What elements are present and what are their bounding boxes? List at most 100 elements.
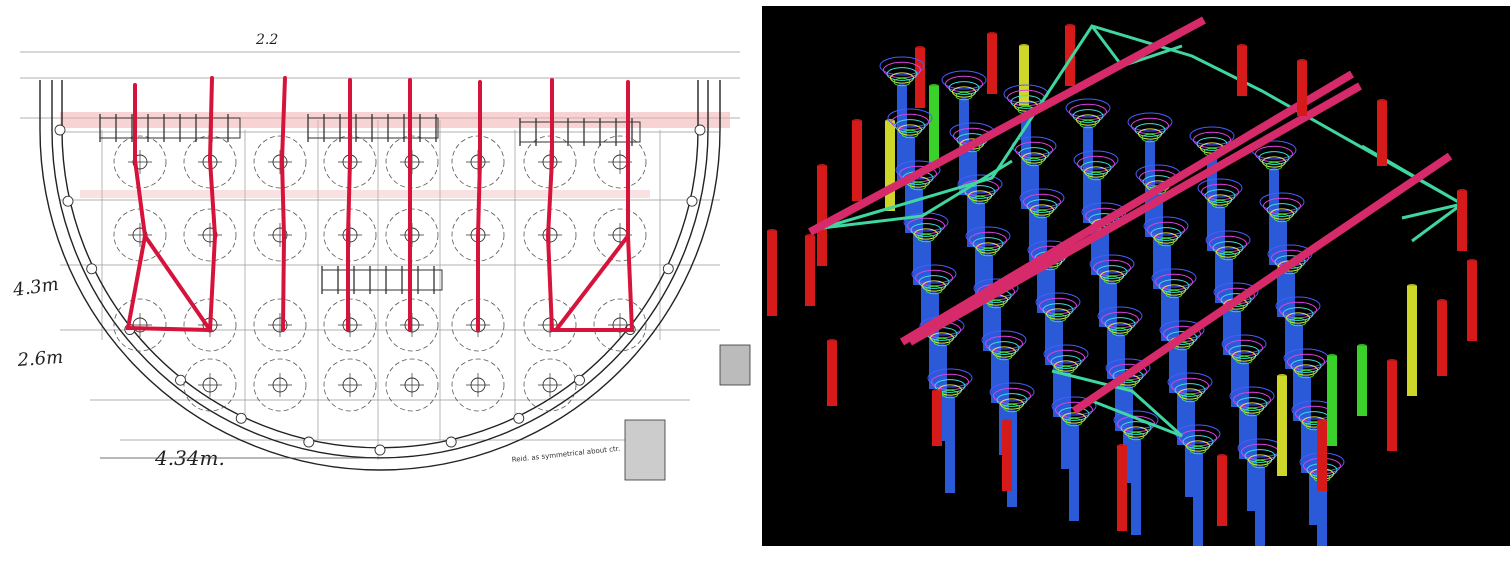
strut-line	[207, 76, 218, 332]
hopper-ring	[987, 299, 1005, 309]
hopper-ring	[1003, 403, 1021, 413]
column	[1297, 61, 1307, 116]
hopper-ring	[915, 269, 953, 287]
footing-circle	[253, 135, 307, 189]
hopper	[1019, 188, 1065, 219]
footing-circle	[593, 135, 647, 189]
column-cap	[1467, 259, 1477, 263]
footing-circle	[385, 358, 439, 412]
column-cap	[1377, 99, 1387, 103]
footing-circle	[183, 358, 237, 412]
hopper-ring	[911, 264, 957, 284]
side-detail-a	[719, 344, 751, 386]
column	[1117, 446, 1127, 531]
hopper-ring	[964, 185, 996, 199]
main-beam	[908, 82, 1362, 346]
hopper-ring	[1166, 331, 1198, 345]
hopper-ring	[1141, 133, 1159, 143]
hopper-ring	[1050, 355, 1082, 369]
hopper-ring	[1079, 119, 1097, 129]
hopper-ring	[917, 233, 935, 243]
bolt-hole	[574, 374, 585, 386]
hopper-ring	[976, 242, 1000, 254]
column	[1457, 191, 1467, 251]
symmetry-note: Reid. as symmetrical about ctr.	[511, 445, 620, 464]
strut-line	[545, 78, 635, 332]
hopper-ring	[1259, 192, 1305, 212]
hopper-ring	[948, 81, 980, 95]
hopper-ring	[1109, 363, 1147, 381]
column-cap	[1065, 24, 1075, 28]
hopper-ring	[941, 70, 987, 90]
main-beam	[1071, 152, 1453, 415]
hopper-ring	[1157, 237, 1175, 247]
front-columns	[767, 44, 1477, 531]
hopper-ring	[898, 124, 922, 136]
hopper-ring	[1181, 393, 1199, 403]
hopper-ring	[1290, 359, 1322, 373]
column	[1069, 426, 1079, 521]
hopper-ring	[1286, 312, 1310, 324]
hopper	[911, 264, 957, 295]
hopper	[1035, 292, 1081, 323]
strut-line	[279, 76, 287, 332]
column-cap	[1317, 419, 1327, 423]
column-cap	[1407, 284, 1417, 288]
hopper	[1175, 424, 1221, 455]
hopper-ring	[1279, 301, 1317, 319]
hopper-ring	[1019, 188, 1065, 208]
hopper-ring	[965, 226, 1011, 246]
hopper	[1221, 334, 1267, 365]
hopper-ring	[1155, 273, 1193, 291]
hopper-ring	[1104, 317, 1136, 331]
hopper-ring	[879, 56, 925, 76]
hopper	[981, 330, 1027, 361]
hopper	[1259, 192, 1305, 223]
column	[945, 398, 955, 493]
hopper-ring	[1043, 344, 1089, 364]
column-cap	[1002, 419, 1012, 423]
brace	[1051, 369, 1184, 438]
hopper	[1089, 254, 1135, 285]
column-cap	[1237, 44, 1247, 48]
hopper	[1229, 386, 1275, 417]
main-beam	[899, 70, 1355, 346]
hopper-ring	[1084, 166, 1108, 178]
column	[1407, 286, 1417, 396]
column	[987, 34, 997, 94]
footing-circle	[253, 358, 307, 412]
hopper-ring	[1051, 396, 1097, 416]
hopper-ring	[1243, 407, 1261, 417]
column-cap	[817, 164, 827, 168]
hopper-ring	[1039, 297, 1077, 315]
red-wash-band-lower	[80, 190, 650, 198]
column	[915, 48, 925, 108]
footing-circle	[523, 358, 577, 412]
bolt-hole	[303, 436, 315, 448]
footing-circle	[451, 358, 505, 412]
hopper-ring	[1189, 445, 1207, 455]
hopper-ring	[914, 228, 938, 240]
hopper-ring	[1143, 216, 1189, 236]
model-canvas	[767, 16, 1477, 561]
hopper	[1011, 136, 1057, 167]
side-detail-b	[624, 419, 666, 481]
hopper-ring	[1289, 317, 1307, 327]
hopper-ring	[1221, 334, 1267, 354]
hopper-ring	[901, 129, 919, 139]
hopper-ring	[1097, 306, 1143, 326]
hopper	[1127, 112, 1173, 143]
dimension-2-2: 2.2	[255, 32, 278, 48]
hopper	[1113, 410, 1159, 441]
hopper-ring	[1294, 364, 1318, 376]
hopper-ring	[1000, 398, 1024, 410]
column-cap	[1357, 344, 1367, 348]
hopper-ring	[1266, 203, 1298, 217]
bolt-hole	[54, 124, 66, 136]
hopper-ring	[1205, 230, 1251, 250]
hopper-ring	[1089, 254, 1135, 274]
column-cap	[1217, 454, 1227, 458]
hopper	[1143, 216, 1189, 247]
hopper-ring	[1186, 440, 1210, 452]
hopper-ring	[1033, 209, 1051, 219]
